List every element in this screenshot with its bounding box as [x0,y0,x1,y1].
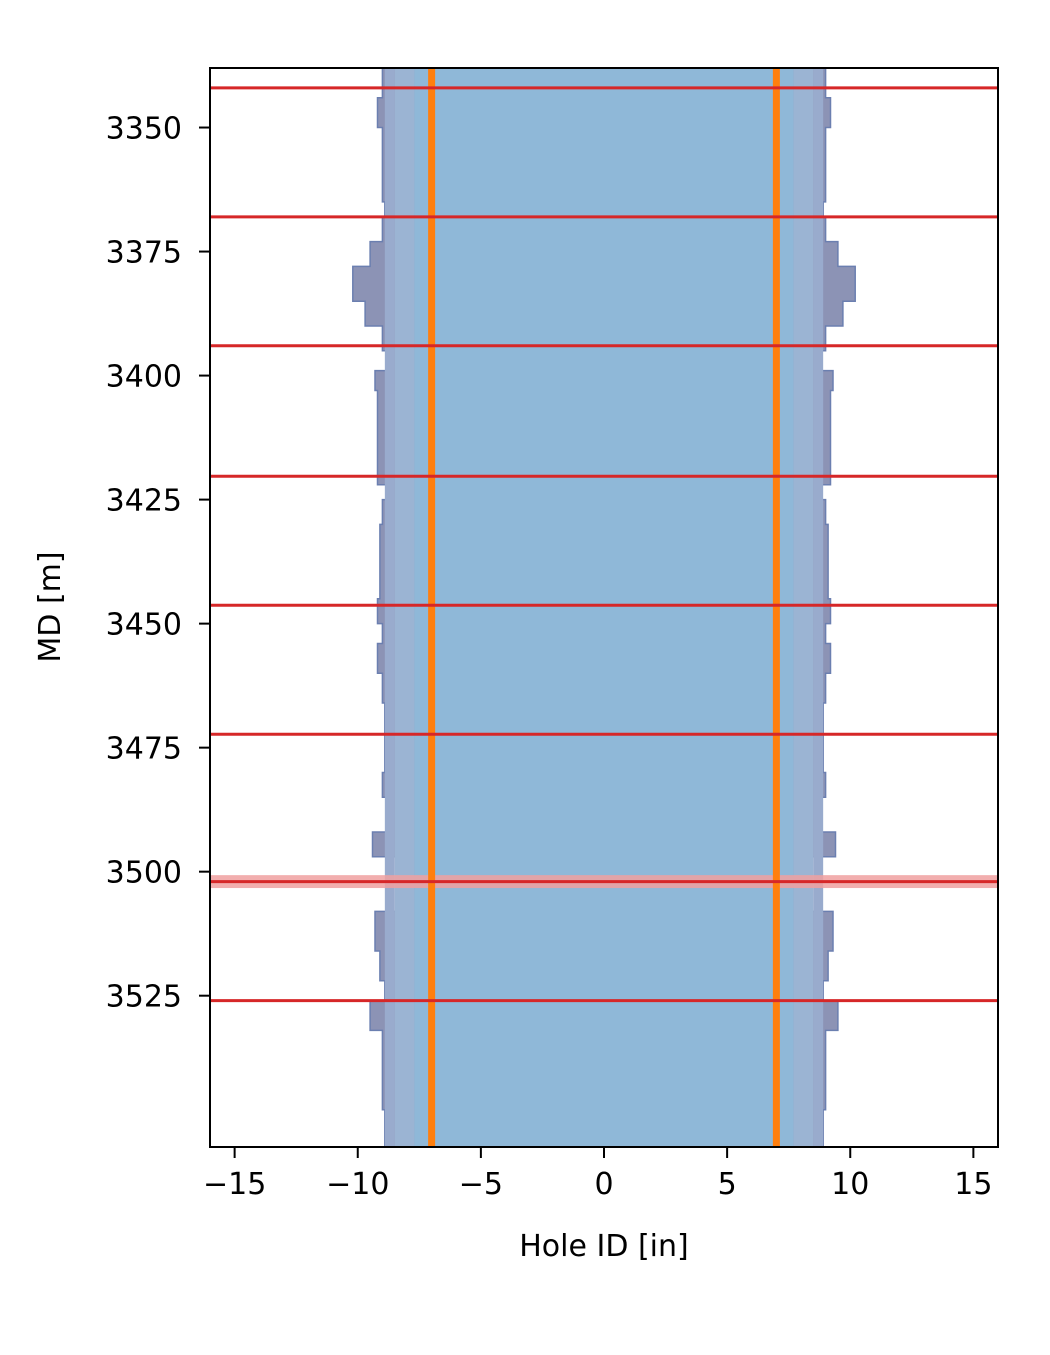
y-axis-label: MD [m] [33,551,68,662]
band-right [813,68,824,1147]
x-tick-label: 10 [831,1167,869,1202]
y-tick-label: 3500 [106,856,182,891]
y-axis: 3350 3375 3400 3425 3450 3475 3500 3525 [106,112,210,1015]
y-tick-label: 3375 [106,236,182,271]
plot-area [210,68,998,1147]
x-tick-label: 15 [954,1167,992,1202]
x-tick-label: −10 [326,1167,389,1202]
x-axis-label: Hole ID [in] [519,1229,688,1264]
band-left [384,68,395,1147]
x-axis: −15 −10 −5 0 5 10 15 [203,1147,992,1202]
x-tick-label: −5 [459,1167,503,1202]
band-left [394,68,415,1147]
band-right [604,68,794,1147]
band-right [793,68,814,1147]
y-tick-label: 3475 [106,732,182,767]
band-center-left [414,68,604,1147]
y-tick-label: 3525 [106,980,182,1015]
y-tick-label: 3350 [106,112,182,147]
y-tick-label: 3425 [106,484,182,519]
y-tick-label: 3450 [106,608,182,643]
x-tick-label: 5 [718,1167,737,1202]
x-tick-label: 0 [594,1167,613,1202]
x-tick-label: −15 [203,1167,266,1202]
y-tick-label: 3400 [106,360,182,395]
